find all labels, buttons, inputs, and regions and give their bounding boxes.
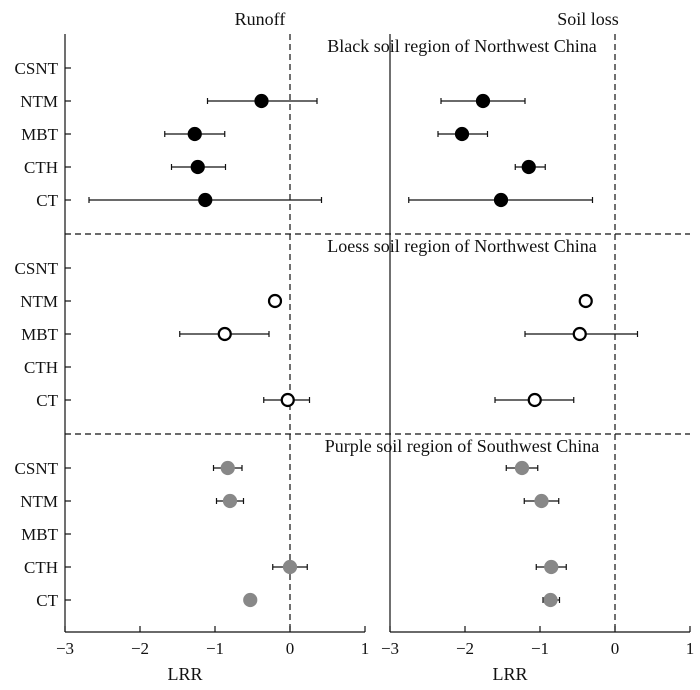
data-point xyxy=(222,493,238,509)
category-label: CT xyxy=(36,191,58,210)
x-axis-title: LRR xyxy=(167,664,202,684)
category-label: NTM xyxy=(20,292,58,311)
data-point xyxy=(243,592,258,608)
category-label: CT xyxy=(36,391,58,410)
category-label: CT xyxy=(36,591,58,610)
x-tick-label: −3 xyxy=(56,639,74,658)
labels-layer: −3 −2 −1 0 1 LRR Runoff −3 −2 −1 0 1 LRR Soil loss Bla… xyxy=(15,9,695,684)
data-point xyxy=(543,592,558,608)
x-tick-label: 1 xyxy=(686,639,695,658)
data-point xyxy=(544,559,559,575)
x-tick-label: 0 xyxy=(286,639,295,658)
region-title: Black soil region of Northwest China xyxy=(327,36,596,56)
data-point xyxy=(514,460,530,476)
data-point xyxy=(475,93,491,109)
category-label: CTH xyxy=(24,358,58,377)
x-tick-label: −3 xyxy=(381,639,399,658)
x-tick-label: −2 xyxy=(456,639,474,658)
x-tick-label: −1 xyxy=(531,639,549,658)
data-point xyxy=(217,326,232,342)
marks-layer xyxy=(88,93,639,608)
data-point xyxy=(578,293,593,309)
data-point xyxy=(572,326,587,342)
category-label: MBT xyxy=(21,125,58,144)
x-axis-title: LRR xyxy=(492,664,527,684)
category-label: CSNT xyxy=(15,459,59,478)
x-tick-label: −1 xyxy=(206,639,224,658)
x-tick-label: −2 xyxy=(131,639,149,658)
category-label: MBT xyxy=(21,525,58,544)
data-point xyxy=(454,126,470,142)
x-tick-label: 1 xyxy=(361,639,370,658)
data-point xyxy=(220,460,235,476)
data-point xyxy=(282,559,298,575)
category-label: CSNT xyxy=(15,259,59,278)
category-label: MBT xyxy=(21,325,58,344)
data-point xyxy=(267,293,283,309)
data-point xyxy=(527,392,542,408)
data-point xyxy=(280,392,295,408)
category-label: CTH xyxy=(24,158,58,177)
category-label: NTM xyxy=(20,492,58,511)
data-point xyxy=(254,93,269,109)
category-label: CSNT xyxy=(15,59,59,78)
axes-layer xyxy=(64,34,691,633)
data-point xyxy=(187,126,202,142)
data-point xyxy=(198,192,213,208)
panel-title-soil_loss: Soil loss xyxy=(557,9,619,29)
region-title: Purple soil region of Southwest China xyxy=(325,436,599,456)
data-point xyxy=(534,493,549,509)
panel-title-runoff: Runoff xyxy=(235,9,286,29)
data-point xyxy=(493,192,509,208)
data-point xyxy=(190,159,205,175)
data-point xyxy=(521,159,536,175)
region-title: Loess soil region of Northwest China xyxy=(327,236,596,256)
category-label: CTH xyxy=(24,558,58,577)
x-tick-label: 0 xyxy=(611,639,620,658)
category-label: NTM xyxy=(20,92,58,111)
